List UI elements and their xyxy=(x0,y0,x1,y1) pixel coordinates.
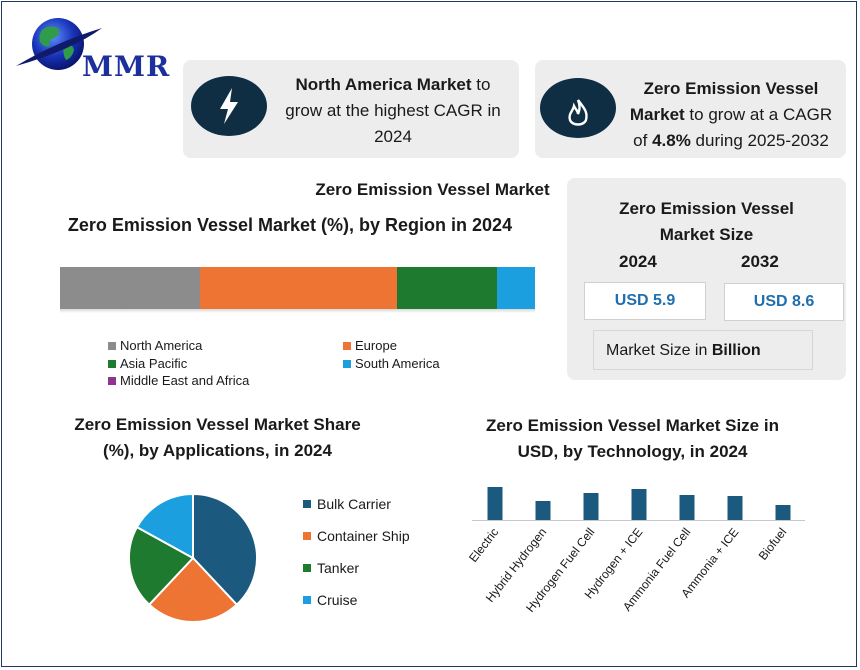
region-legend-asia-pacific: Asia Pacific xyxy=(108,356,187,371)
tech-bar-biofuel xyxy=(775,505,791,520)
pie-slice-bulk-carrier xyxy=(192,492,258,607)
info-text-cagr: Zero Emission Vessel Market to grow at a… xyxy=(629,79,833,150)
globe-icon xyxy=(16,18,102,70)
year-2024-label: 2024 xyxy=(619,252,657,271)
tech-bar-electric xyxy=(487,487,503,520)
pie-chart-title: Zero Emission Vessel Market Share (%), b… xyxy=(74,415,361,460)
pie-slice-container-ship xyxy=(147,556,239,623)
region-legend-south-america: South America xyxy=(343,356,440,371)
tech-bar-hydrogen-ice xyxy=(631,489,647,520)
pie-legend-container-ship: Container Ship xyxy=(303,528,410,544)
pie-slice-tanker xyxy=(128,525,195,607)
legend-label: Tanker xyxy=(317,560,360,576)
mmr-logo: MMR xyxy=(12,14,182,83)
legend-swatch xyxy=(303,500,311,508)
tech-tick-label-electric: Electric xyxy=(466,525,501,565)
region-legend-middle-east-and-africa: Middle East and Africa xyxy=(108,373,249,388)
region-chart-title: Zero Emission Vessel Market (%), by Regi… xyxy=(67,215,513,235)
legend-label: Bulk Carrier xyxy=(317,496,391,512)
legend-swatch xyxy=(108,341,116,350)
legend-swatch xyxy=(108,376,116,385)
region-legend-europe: Europe xyxy=(343,338,397,353)
applications-pie-chart xyxy=(128,492,258,623)
info-box-north-america: North America Market to grow at the high… xyxy=(183,60,519,158)
legend-swatch xyxy=(303,596,311,604)
region-segment-europe xyxy=(200,267,398,309)
info-box-cagr: Zero Emission Vessel Market to grow at a… xyxy=(535,60,846,158)
pie-legend-cruise: Cruise xyxy=(303,592,357,608)
legend-label: Container Ship xyxy=(317,528,410,544)
logo-text: MMR xyxy=(82,50,171,83)
technology-chart-title: Zero Emission Vessel Market Size in USD,… xyxy=(486,416,779,461)
pie-slice-cruise xyxy=(135,492,194,560)
legend-swatch xyxy=(343,359,351,368)
region-segment-south-america xyxy=(497,267,535,309)
legend-swatch xyxy=(108,359,116,368)
market-size-title: Zero Emission Vessel Market Size xyxy=(619,199,794,244)
market-size-box: Zero Emission Vessel Market Size 2024 20… xyxy=(567,178,846,380)
tech-bar-hybrid-hydrogen xyxy=(535,501,551,520)
legend-label: Cruise xyxy=(317,592,358,608)
region-legend-north-america: North America xyxy=(108,338,202,353)
legend-swatch xyxy=(303,532,311,540)
legend-label: South America xyxy=(355,356,440,371)
tech-bar-ammonia-fuel-cell xyxy=(679,495,695,520)
legend-label: Asia Pacific xyxy=(120,356,188,371)
legend-label: Europe xyxy=(355,338,397,353)
region-segment-asia-pacific xyxy=(397,267,497,309)
market-size-unit: Market Size in Billion xyxy=(593,330,813,370)
value-2024: USD 5.9 xyxy=(584,282,706,320)
market-title: Zero Emission Vessel Market xyxy=(315,180,550,199)
value-2032: USD 8.6 xyxy=(724,283,844,321)
region-stacked-bar xyxy=(60,267,535,309)
legend-swatch xyxy=(343,341,351,350)
lightning-icon xyxy=(191,76,267,136)
tech-bar-hydrogen-fuel-cell xyxy=(583,493,599,520)
info-text-north-america: North America Market to grow at the high… xyxy=(285,75,501,146)
flame-icon xyxy=(540,78,616,138)
legend-label: North America xyxy=(120,338,203,353)
year-2032-label: 2032 xyxy=(741,252,779,271)
tech-tick-label-biofuel: Biofuel xyxy=(756,525,790,563)
legend-label: Middle East and Africa xyxy=(120,373,250,388)
tech-bar-ammonia-ice xyxy=(727,496,743,520)
region-bar-shadow xyxy=(60,309,535,313)
pie-legend-bulk-carrier: Bulk Carrier xyxy=(303,496,391,512)
region-segment-north-america xyxy=(60,267,201,309)
pie-legend-tanker: Tanker xyxy=(303,560,359,576)
legend-swatch xyxy=(303,564,311,572)
